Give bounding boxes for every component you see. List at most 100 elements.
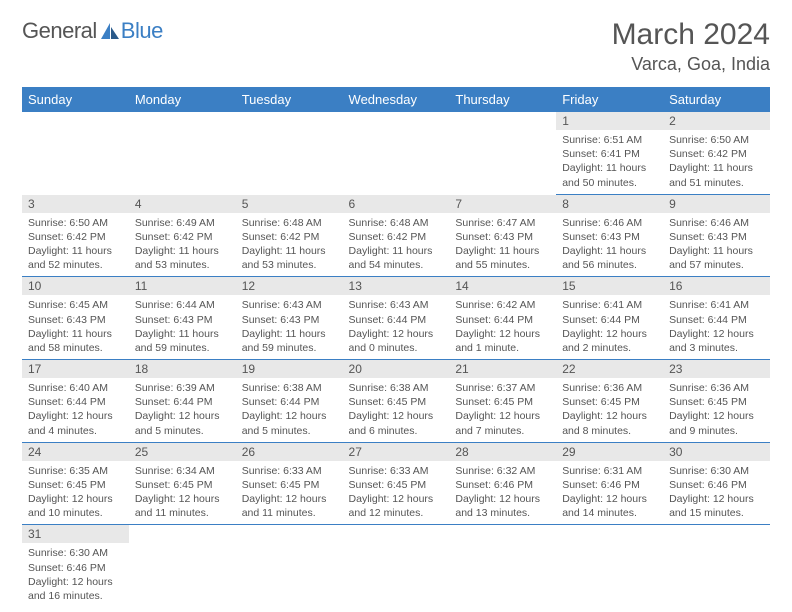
day-body: Sunrise: 6:36 AMSunset: 6:45 PMDaylight:… bbox=[663, 378, 770, 442]
month-title: March 2024 bbox=[612, 18, 770, 52]
day-body: Sunrise: 6:38 AMSunset: 6:45 PMDaylight:… bbox=[343, 378, 450, 442]
day-body: Sunrise: 6:46 AMSunset: 6:43 PMDaylight:… bbox=[663, 213, 770, 277]
calendar-cell: 30Sunrise: 6:30 AMSunset: 6:46 PMDayligh… bbox=[663, 442, 770, 525]
day-number: 8 bbox=[556, 195, 663, 213]
day-number: 12 bbox=[236, 277, 343, 295]
calendar-cell bbox=[129, 112, 236, 194]
calendar-cell: 16Sunrise: 6:41 AMSunset: 6:44 PMDayligh… bbox=[663, 277, 770, 360]
day-body: Sunrise: 6:40 AMSunset: 6:44 PMDaylight:… bbox=[22, 378, 129, 442]
day-body: Sunrise: 6:36 AMSunset: 6:45 PMDaylight:… bbox=[556, 378, 663, 442]
day-number: 18 bbox=[129, 360, 236, 378]
calendar-cell bbox=[236, 525, 343, 607]
calendar-cell: 12Sunrise: 6:43 AMSunset: 6:43 PMDayligh… bbox=[236, 277, 343, 360]
day-body: Sunrise: 6:34 AMSunset: 6:45 PMDaylight:… bbox=[129, 461, 236, 525]
calendar-cell bbox=[343, 112, 450, 194]
calendar-cell: 11Sunrise: 6:44 AMSunset: 6:43 PMDayligh… bbox=[129, 277, 236, 360]
day-body: Sunrise: 6:51 AMSunset: 6:41 PMDaylight:… bbox=[556, 130, 663, 194]
day-body: Sunrise: 6:33 AMSunset: 6:45 PMDaylight:… bbox=[343, 461, 450, 525]
day-body: Sunrise: 6:41 AMSunset: 6:44 PMDaylight:… bbox=[556, 295, 663, 359]
day-body: Sunrise: 6:43 AMSunset: 6:44 PMDaylight:… bbox=[343, 295, 450, 359]
calendar-cell: 24Sunrise: 6:35 AMSunset: 6:45 PMDayligh… bbox=[22, 442, 129, 525]
day-number: 21 bbox=[449, 360, 556, 378]
calendar-cell bbox=[449, 525, 556, 607]
day-number: 24 bbox=[22, 443, 129, 461]
day-number: 1 bbox=[556, 112, 663, 130]
logo-text-blue: Blue bbox=[121, 18, 163, 44]
day-number: 30 bbox=[663, 443, 770, 461]
calendar-cell: 6Sunrise: 6:48 AMSunset: 6:42 PMDaylight… bbox=[343, 194, 450, 277]
calendar-cell bbox=[343, 525, 450, 607]
weekday-header: Sunday bbox=[22, 87, 129, 112]
logo-text-general: General bbox=[22, 18, 97, 44]
day-body: Sunrise: 6:50 AMSunset: 6:42 PMDaylight:… bbox=[22, 213, 129, 277]
calendar-cell: 26Sunrise: 6:33 AMSunset: 6:45 PMDayligh… bbox=[236, 442, 343, 525]
header: General Blue March 2024 Varca, Goa, Indi… bbox=[22, 18, 770, 75]
day-number: 22 bbox=[556, 360, 663, 378]
calendar-cell: 15Sunrise: 6:41 AMSunset: 6:44 PMDayligh… bbox=[556, 277, 663, 360]
day-number: 29 bbox=[556, 443, 663, 461]
day-body: Sunrise: 6:45 AMSunset: 6:43 PMDaylight:… bbox=[22, 295, 129, 359]
day-number: 9 bbox=[663, 195, 770, 213]
day-number: 28 bbox=[449, 443, 556, 461]
calendar-table: SundayMondayTuesdayWednesdayThursdayFrid… bbox=[22, 87, 770, 607]
calendar-head: SundayMondayTuesdayWednesdayThursdayFrid… bbox=[22, 87, 770, 112]
day-number: 23 bbox=[663, 360, 770, 378]
calendar-cell: 17Sunrise: 6:40 AMSunset: 6:44 PMDayligh… bbox=[22, 360, 129, 443]
calendar-cell: 29Sunrise: 6:31 AMSunset: 6:46 PMDayligh… bbox=[556, 442, 663, 525]
day-number: 3 bbox=[22, 195, 129, 213]
day-number: 13 bbox=[343, 277, 450, 295]
day-body: Sunrise: 6:32 AMSunset: 6:46 PMDaylight:… bbox=[449, 461, 556, 525]
calendar-cell: 23Sunrise: 6:36 AMSunset: 6:45 PMDayligh… bbox=[663, 360, 770, 443]
calendar-cell: 27Sunrise: 6:33 AMSunset: 6:45 PMDayligh… bbox=[343, 442, 450, 525]
day-number: 15 bbox=[556, 277, 663, 295]
day-body: Sunrise: 6:46 AMSunset: 6:43 PMDaylight:… bbox=[556, 213, 663, 277]
calendar-cell: 4Sunrise: 6:49 AMSunset: 6:42 PMDaylight… bbox=[129, 194, 236, 277]
day-body: Sunrise: 6:47 AMSunset: 6:43 PMDaylight:… bbox=[449, 213, 556, 277]
day-body: Sunrise: 6:43 AMSunset: 6:43 PMDaylight:… bbox=[236, 295, 343, 359]
title-block: March 2024 Varca, Goa, India bbox=[612, 18, 770, 75]
day-number: 11 bbox=[129, 277, 236, 295]
calendar-cell: 20Sunrise: 6:38 AMSunset: 6:45 PMDayligh… bbox=[343, 360, 450, 443]
calendar-cell: 22Sunrise: 6:36 AMSunset: 6:45 PMDayligh… bbox=[556, 360, 663, 443]
day-number: 16 bbox=[663, 277, 770, 295]
day-number: 2 bbox=[663, 112, 770, 130]
calendar-cell: 31Sunrise: 6:30 AMSunset: 6:46 PMDayligh… bbox=[22, 525, 129, 607]
day-body: Sunrise: 6:50 AMSunset: 6:42 PMDaylight:… bbox=[663, 130, 770, 194]
calendar-cell bbox=[129, 525, 236, 607]
calendar-cell: 13Sunrise: 6:43 AMSunset: 6:44 PMDayligh… bbox=[343, 277, 450, 360]
calendar-cell bbox=[663, 525, 770, 607]
day-body: Sunrise: 6:49 AMSunset: 6:42 PMDaylight:… bbox=[129, 213, 236, 277]
day-body: Sunrise: 6:39 AMSunset: 6:44 PMDaylight:… bbox=[129, 378, 236, 442]
calendar-cell: 28Sunrise: 6:32 AMSunset: 6:46 PMDayligh… bbox=[449, 442, 556, 525]
day-body: Sunrise: 6:37 AMSunset: 6:45 PMDaylight:… bbox=[449, 378, 556, 442]
day-body: Sunrise: 6:48 AMSunset: 6:42 PMDaylight:… bbox=[343, 213, 450, 277]
day-body: Sunrise: 6:33 AMSunset: 6:45 PMDaylight:… bbox=[236, 461, 343, 525]
calendar-cell: 14Sunrise: 6:42 AMSunset: 6:44 PMDayligh… bbox=[449, 277, 556, 360]
calendar-cell: 5Sunrise: 6:48 AMSunset: 6:42 PMDaylight… bbox=[236, 194, 343, 277]
calendar-body: 1Sunrise: 6:51 AMSunset: 6:41 PMDaylight… bbox=[22, 112, 770, 607]
day-number: 19 bbox=[236, 360, 343, 378]
calendar-cell: 9Sunrise: 6:46 AMSunset: 6:43 PMDaylight… bbox=[663, 194, 770, 277]
calendar-cell bbox=[22, 112, 129, 194]
weekday-header: Saturday bbox=[663, 87, 770, 112]
day-body: Sunrise: 6:44 AMSunset: 6:43 PMDaylight:… bbox=[129, 295, 236, 359]
day-number: 26 bbox=[236, 443, 343, 461]
calendar-cell: 2Sunrise: 6:50 AMSunset: 6:42 PMDaylight… bbox=[663, 112, 770, 194]
calendar-cell: 25Sunrise: 6:34 AMSunset: 6:45 PMDayligh… bbox=[129, 442, 236, 525]
sail-icon bbox=[99, 21, 121, 44]
day-number: 4 bbox=[129, 195, 236, 213]
day-body: Sunrise: 6:41 AMSunset: 6:44 PMDaylight:… bbox=[663, 295, 770, 359]
day-body: Sunrise: 6:48 AMSunset: 6:42 PMDaylight:… bbox=[236, 213, 343, 277]
calendar-cell: 21Sunrise: 6:37 AMSunset: 6:45 PMDayligh… bbox=[449, 360, 556, 443]
location: Varca, Goa, India bbox=[612, 54, 770, 75]
weekday-header: Monday bbox=[129, 87, 236, 112]
calendar-cell bbox=[236, 112, 343, 194]
day-number: 10 bbox=[22, 277, 129, 295]
day-body: Sunrise: 6:38 AMSunset: 6:44 PMDaylight:… bbox=[236, 378, 343, 442]
day-body: Sunrise: 6:30 AMSunset: 6:46 PMDaylight:… bbox=[663, 461, 770, 525]
day-number: 20 bbox=[343, 360, 450, 378]
calendar-cell bbox=[556, 525, 663, 607]
day-body: Sunrise: 6:31 AMSunset: 6:46 PMDaylight:… bbox=[556, 461, 663, 525]
day-number: 6 bbox=[343, 195, 450, 213]
calendar-cell: 19Sunrise: 6:38 AMSunset: 6:44 PMDayligh… bbox=[236, 360, 343, 443]
